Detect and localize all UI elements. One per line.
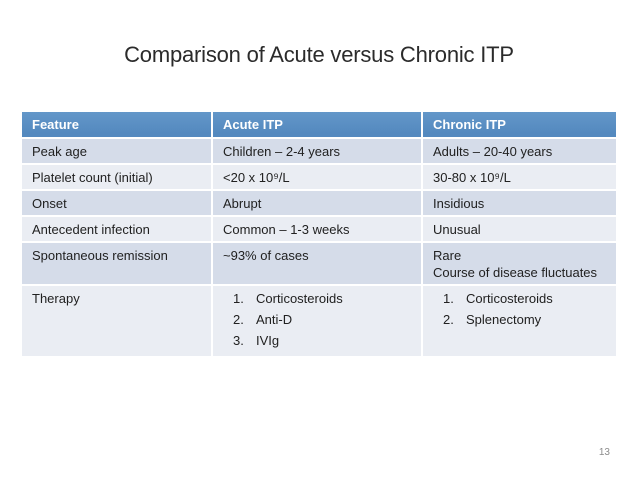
- table-row: Platelet count (initial) <20 x 10⁹/L 30-80…: [22, 165, 616, 191]
- cell-text-line: Antecedent infection: [32, 222, 150, 237]
- cell-text-line: Rare: [433, 248, 462, 263]
- chronic-itp-cell: Insidious: [423, 191, 616, 217]
- cell-text-line: Therapy: [32, 291, 80, 306]
- list-item-number: 1.: [443, 291, 454, 306]
- list-item-number: 2.: [443, 312, 454, 327]
- numbered-list-item: 1. Corticosteroids: [433, 290, 610, 307]
- table-row: Antecedent infection Common – 1-3 weeks Un…: [22, 217, 616, 243]
- acute-itp-cell: Abrupt: [213, 191, 423, 217]
- acute-itp-cell: ~93% of cases: [213, 243, 423, 286]
- list-item-text: Corticosteroids: [466, 291, 553, 306]
- feature-cell: Platelet count (initial): [22, 165, 213, 191]
- acute-itp-cell: Common – 1-3 weeks: [213, 217, 423, 243]
- cell-text-line: Children – 2-4 years: [223, 144, 341, 159]
- table-row: Onset Abrupt Insidious: [22, 191, 616, 217]
- list-item-text: Corticosteroids: [256, 291, 343, 306]
- cell-text-line: Common – 1-3 weeks: [223, 222, 350, 237]
- cell-text-line: Course of disease fluctuates: [433, 265, 598, 280]
- feature-cell: Spontaneous remission: [22, 243, 213, 286]
- cell-text-line: Insidious: [433, 196, 485, 211]
- column-header-feature: Feature: [22, 112, 213, 139]
- cell-text-line: Adults – 20-40 years: [433, 144, 553, 159]
- chronic-itp-cell: Adults – 20-40 years: [423, 139, 616, 165]
- comparison-table: Feature Acute ITP Chronic ITP Peak age Ch…: [22, 112, 616, 356]
- list-item-number: 2.: [233, 312, 244, 327]
- cell-text-line: Onset: [32, 196, 67, 211]
- feature-cell: Peak age: [22, 139, 213, 165]
- feature-cell: Antecedent infection: [22, 217, 213, 243]
- column-header-acute-itp: Acute ITP: [213, 112, 423, 139]
- cell-text-line: Unusual: [433, 222, 481, 237]
- acute-itp-cell: <20 x 10⁹/L: [213, 165, 423, 191]
- slide-title: Comparison of Acute versus Chronic ITP: [124, 42, 514, 67]
- list-item-text: Anti-D: [256, 312, 293, 327]
- feature-cell: Onset: [22, 191, 213, 217]
- list-item-text: IVIg: [256, 333, 280, 348]
- cell-text-line: Spontaneous remission: [32, 248, 168, 263]
- chronic-itp-cell: Rare Course of disease fluctuates: [423, 243, 616, 286]
- feature-cell: Therapy: [22, 286, 213, 356]
- numbered-list-item: 2. Splenectomy: [433, 311, 610, 328]
- list-item-text: Splenectomy: [466, 312, 542, 327]
- chronic-itp-cell: 30-80 x 10⁹/L: [423, 165, 616, 191]
- list-item-number: 1.: [233, 291, 244, 306]
- cell-text-line: Platelet count (initial): [32, 170, 153, 185]
- table-header-row: Feature Acute ITP Chronic ITP: [22, 112, 616, 139]
- cell-text-line: <20 x 10⁹/L: [223, 170, 290, 185]
- numbered-list-item: 3. IVIg: [223, 332, 415, 349]
- table-row: Spontaneous remission ~93% of cases Rare Co…: [22, 243, 616, 286]
- table-row: Peak age Children – 2-4 years Adults – 20-…: [22, 139, 616, 165]
- column-header-chronic-itp: Chronic ITP: [423, 112, 616, 139]
- cell-text-line: ~93% of cases: [223, 248, 309, 263]
- numbered-list-item: 1. Corticosteroids: [223, 290, 415, 307]
- cell-text-line: Abrupt: [223, 196, 262, 211]
- page-number: 13: [598, 447, 610, 458]
- cell-text-line: Peak age: [32, 144, 87, 159]
- numbered-list-item: 2. Anti-D: [223, 311, 415, 328]
- table-row: Therapy 1. Corticosteroids 2. Anti-D 3. IVIg 1.…: [22, 286, 616, 356]
- table-body: Peak age Children – 2-4 years Adults – 20-…: [22, 139, 616, 356]
- list-item-number: 3.: [233, 333, 244, 348]
- chronic-itp-cell: 1. Corticosteroids 2. Splenectomy: [423, 286, 616, 356]
- chronic-itp-cell: Unusual: [423, 217, 616, 243]
- acute-itp-cell: Children – 2-4 years: [213, 139, 423, 165]
- cell-text-line: 30-80 x 10⁹/L: [433, 170, 511, 185]
- acute-itp-cell: 1. Corticosteroids 2. Anti-D 3. IVIg: [213, 286, 423, 356]
